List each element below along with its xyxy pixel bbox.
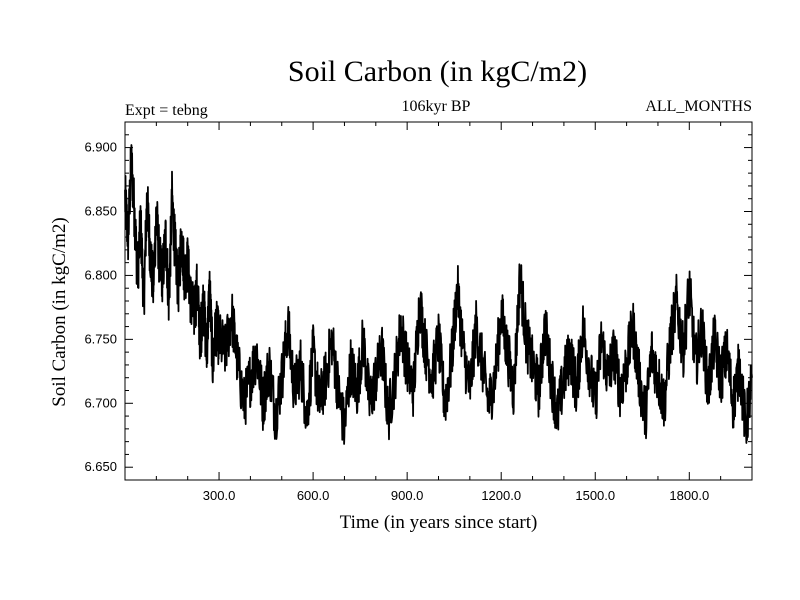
period-label: 106kyr BP [401,98,471,115]
x-tick-label: 900.0 [391,488,424,503]
x-tick-label: 300.0 [203,488,236,503]
series-line [124,144,753,445]
x-tick-label: 1800.0 [669,488,709,503]
x-tick-label: 1500.0 [575,488,615,503]
experiment-label: Expt = tebng [125,102,208,119]
months-label: ALL_MONTHS [645,98,752,115]
x-tick-label: 1200.0 [481,488,521,503]
chart-title: Soil Carbon (in kgC/m2) [287,55,588,88]
y-tick-label: 6.750 [84,331,117,346]
x-tick-label: 600.0 [297,488,330,503]
y-tick-label: 6.800 [84,267,117,282]
plot-frame [124,121,753,481]
y-tick-label: 6.900 [84,140,117,155]
x-axis-label: Time (in years since start) [339,512,538,533]
y-tick-label: 6.850 [84,204,117,219]
y-tick-label: 6.700 [84,395,117,410]
y-tick-label: 6.650 [84,459,117,474]
